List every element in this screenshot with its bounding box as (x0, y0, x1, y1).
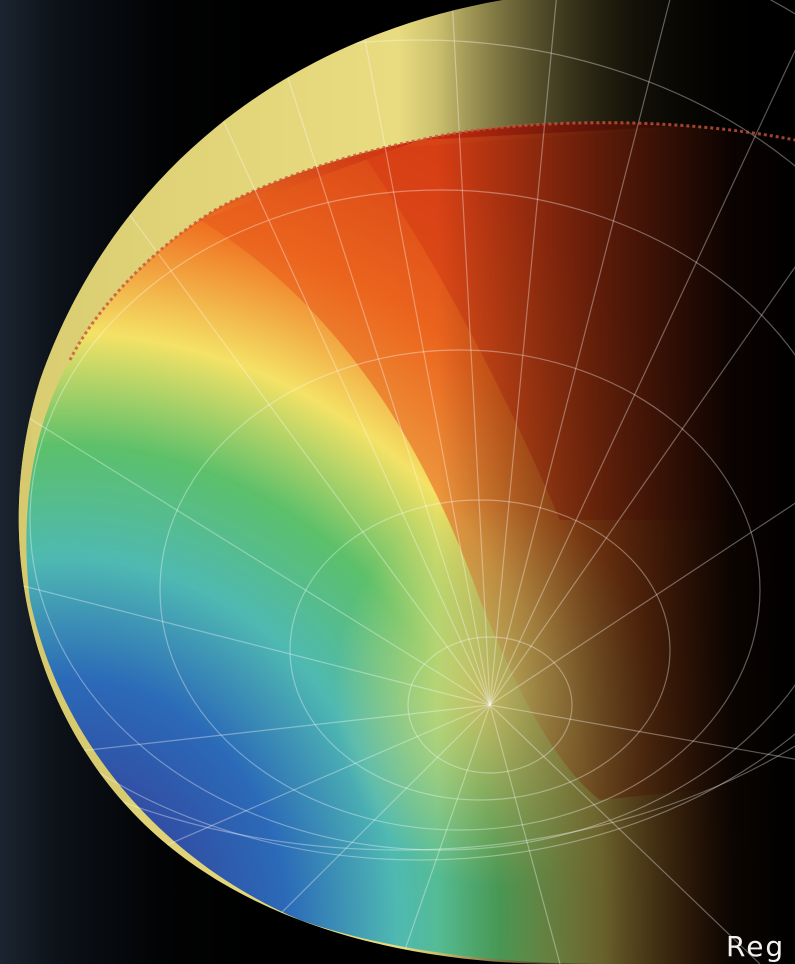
caption-text: Reg (726, 930, 786, 963)
